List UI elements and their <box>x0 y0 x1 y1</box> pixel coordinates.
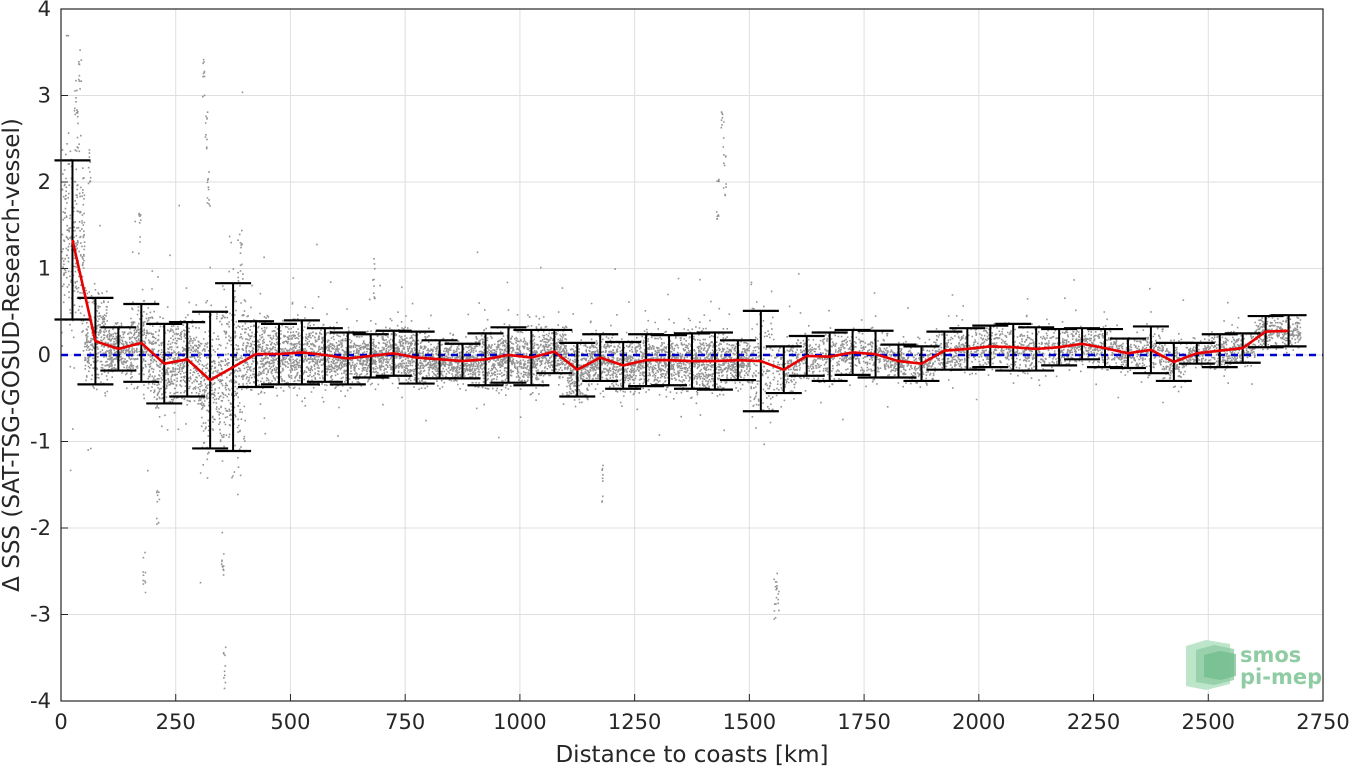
x-tick-label: 750 <box>385 710 425 734</box>
error-bars <box>54 159 1307 453</box>
mean-polyline <box>71 239 1289 382</box>
y-tick-label: 2 <box>38 170 51 194</box>
smos-logo: smos pi-mep <box>1186 640 1322 690</box>
y-tick-label: -4 <box>30 689 51 713</box>
x-axis-label: Distance to coasts [km] <box>555 742 828 768</box>
logo-mark-icon <box>1186 640 1236 690</box>
y-axis-label: Δ SSS (SAT-TSG-GOSUD-Research-vessel) <box>0 118 25 592</box>
logo-text-smos: smos <box>1240 643 1301 667</box>
x-tick-label: 500 <box>270 710 310 734</box>
scatter-points-path <box>61 34 1302 690</box>
x-tick-label: 1750 <box>837 710 890 734</box>
scatter-points <box>61 34 1302 690</box>
y-tick-label: 4 <box>38 0 51 21</box>
y-tick-label: 3 <box>38 84 51 108</box>
y-tick-label: 0 <box>38 343 51 367</box>
x-tick-label: 2000 <box>952 710 1005 734</box>
logo-text-pi-mep: pi-mep <box>1240 665 1322 689</box>
mean-line <box>71 239 1289 382</box>
y-tick-label: 1 <box>38 257 51 281</box>
x-tick-label: 0 <box>54 710 67 734</box>
x-tick-label: 1250 <box>608 710 661 734</box>
y-tick-label: -2 <box>30 516 51 540</box>
plot-frame <box>60 8 1324 702</box>
y-tick-label: -1 <box>30 430 51 454</box>
x-tick-label: 1500 <box>723 710 776 734</box>
x-tick-labels: 0 250 500 750 1000 1250 1500 1750 2000 2250 2500 27… <box>54 710 1349 734</box>
x-tick-label: 1000 <box>493 710 546 734</box>
y-tick-labels: -4 -3 -2 -1 0 1 2 3 4 <box>30 0 51 713</box>
x-tick-label: 250 <box>156 710 196 734</box>
y-tick-label: -3 <box>30 603 51 627</box>
x-tick-label: 2750 <box>1296 710 1349 734</box>
x-tick-label: 2500 <box>1182 710 1235 734</box>
x-tick-label: 2250 <box>1067 710 1120 734</box>
